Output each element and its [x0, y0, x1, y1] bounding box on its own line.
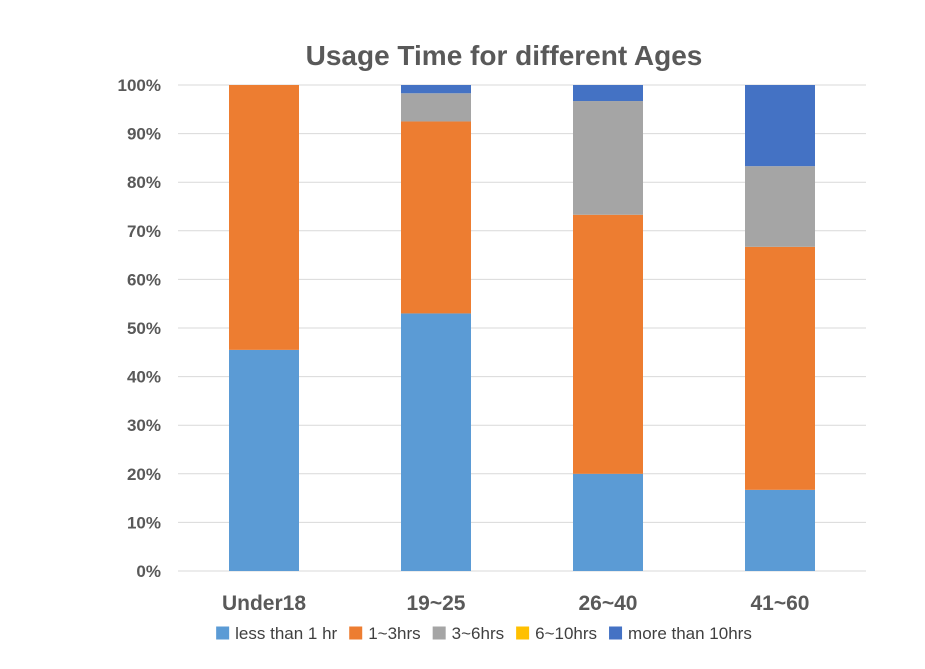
legend-label: 1~3hrs [368, 624, 420, 643]
bar-segment-2-1 [401, 313, 471, 571]
x-category-label: 26~40 [579, 592, 638, 615]
legend: less than 1 hr 1~3hrs 3~6hrs 6~10hrs more th… [216, 624, 752, 643]
bar-segment-4-3 [745, 166, 815, 247]
bar-segment-4-5 [745, 85, 815, 167]
bar-segment-2-3 [401, 93, 471, 122]
y-tick-label: 20% [127, 465, 161, 484]
legend-label: less than 1 hr [235, 624, 337, 643]
bar-segment-3-2 [573, 214, 643, 474]
y-tick-label: 60% [127, 270, 161, 289]
bar-segment-1-1 [229, 349, 299, 571]
bar-segment-3-1 [573, 473, 643, 571]
bar-segment-4-2 [745, 246, 815, 490]
y-tick-label: 90% [127, 125, 161, 144]
y-tick-label: 70% [127, 222, 161, 241]
x-category-label: Under18 [222, 592, 306, 615]
x-axis-categories: Under18 19~25 26~40 41~60 [222, 592, 810, 615]
y-axis-ticks: 0% 10% 20% 30% 40% 50% 60% 70% 80% 90% 100% [118, 76, 161, 581]
bar-segment-2-5 [401, 85, 471, 94]
y-tick-label: 30% [127, 416, 161, 435]
legend-label: more than 10hrs [628, 624, 752, 643]
legend-swatch-2 [349, 626, 363, 640]
bars [229, 85, 815, 571]
legend-swatch-1 [216, 626, 230, 640]
legend-swatch-5 [609, 626, 623, 640]
legend-label: 3~6hrs [452, 624, 504, 643]
y-tick-label: 0% [136, 562, 161, 581]
x-category-label: 41~60 [751, 592, 810, 615]
legend-swatch-4 [516, 626, 530, 640]
bar-segment-3-3 [573, 101, 643, 215]
x-category-label: 19~25 [407, 592, 466, 615]
bar-segment-4-1 [745, 489, 815, 571]
legend-swatch-3 [432, 626, 446, 640]
bar-segment-3-5 [573, 85, 643, 102]
y-tick-label: 40% [127, 368, 161, 387]
y-tick-label: 100% [118, 76, 161, 95]
chart-title: Usage Time for different Ages [306, 40, 703, 71]
y-tick-label: 80% [127, 173, 161, 192]
bar-segment-2-2 [401, 121, 471, 314]
y-tick-label: 10% [127, 513, 161, 532]
y-tick-label: 50% [127, 319, 161, 338]
legend-label: 6~10hrs [535, 624, 597, 643]
bar-segment-1-2 [229, 85, 299, 350]
